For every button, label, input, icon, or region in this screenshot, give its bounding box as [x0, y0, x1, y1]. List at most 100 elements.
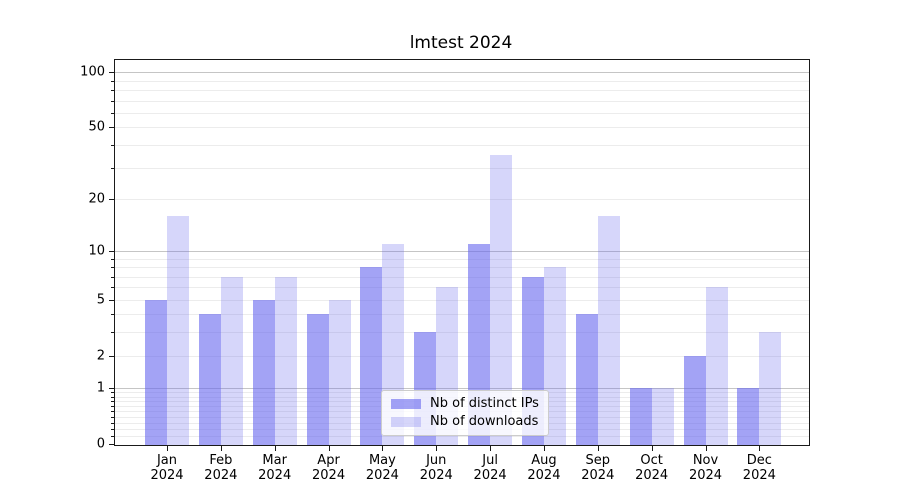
gridline-y-3 [115, 332, 809, 334]
y-tick-label-100: 100 [80, 64, 105, 80]
gridline-y-20 [115, 198, 809, 200]
bar-downloads-feb-2024 [220, 276, 243, 445]
y-minor-tick-70 [111, 100, 114, 102]
legend-label-downloads: Nb of downloads [430, 414, 539, 429]
x-tick-apr-2024 [328, 446, 330, 451]
gridline-y-10 [115, 250, 809, 252]
x-tick-label-nov-2024: Nov 2024 [688, 453, 723, 483]
y-tick-0 [109, 444, 114, 445]
y-tick-50 [109, 127, 114, 129]
y-tick-label-0: 0 [96, 436, 105, 452]
y-minor-tick-0.4 [111, 416, 114, 418]
y-tick-label-1: 1 [96, 380, 105, 396]
y-minor-tick-7 [111, 276, 114, 278]
x-tick-nov-2024 [705, 446, 707, 451]
x-tick-label-oct-2024: Oct 2024 [635, 453, 669, 483]
y-minor-tick-9 [111, 258, 114, 260]
y-minor-tick-0.1 [111, 436, 114, 438]
x-tick-mar-2024 [274, 446, 276, 451]
legend-swatch-downloads [391, 416, 421, 427]
y-tick-2 [109, 355, 114, 357]
bar-distinct-ips-feb-2024 [198, 314, 221, 445]
gridline-y-1 [115, 388, 809, 390]
bar-distinct-ips-jan-2024 [145, 299, 167, 445]
y-minor-tick-80 [111, 90, 114, 92]
y-minor-tick-30 [111, 167, 114, 169]
legend-item-distinct-ips: Nb of distinct IPs [391, 396, 539, 411]
gridline-y-60 [115, 112, 809, 114]
chart-title: lmtest 2024 [409, 33, 513, 53]
x-tick-jun-2024 [436, 446, 438, 451]
bar-downloads-jul-2024 [490, 155, 513, 445]
y-minor-tick-0.2 [111, 429, 114, 431]
gridline-y-100 [115, 72, 809, 74]
y-tick-1 [109, 388, 114, 390]
bar-downloads-dec-2024 [759, 332, 782, 445]
bar-downloads-nov-2024 [705, 287, 728, 445]
x-tick-label-sep-2024: Sep 2024 [581, 453, 615, 483]
y-tick-10 [109, 250, 114, 252]
y-minor-tick-0.7 [111, 401, 114, 403]
bar-downloads-sep-2024 [597, 215, 620, 445]
y-minor-tick-0.3 [111, 422, 114, 424]
y-minor-tick-40 [111, 144, 114, 146]
gridline-y-40 [115, 144, 809, 146]
y-tick-label-2: 2 [96, 348, 105, 364]
x-tick-jul-2024 [490, 446, 492, 451]
x-tick-label-feb-2024: Feb 2024 [204, 453, 238, 483]
y-tick-label-20: 20 [88, 191, 105, 207]
x-tick-label-mar-2024: Mar 2024 [258, 453, 292, 483]
gridline-y-30 [115, 167, 809, 169]
legend-label-distinct-ips: Nb of distinct IPs [430, 396, 539, 411]
y-minor-tick-3 [111, 332, 114, 334]
y-tick-5 [109, 299, 114, 301]
gridline-y-0.1 [115, 436, 809, 438]
bar-downloads-mar-2024 [274, 276, 297, 445]
x-tick-label-apr-2024: Apr 2024 [312, 453, 346, 483]
gridline-y-4 [115, 314, 809, 316]
gridline-y-9 [115, 258, 809, 260]
gridline-y-7 [115, 276, 809, 278]
x-tick-jan-2024 [167, 446, 168, 451]
bar-distinct-ips-oct-2024 [629, 388, 652, 445]
gridline-y-5 [115, 299, 809, 301]
plot-area: Nb of distinct IPs Nb of downloads [114, 59, 810, 446]
y-tick-100 [109, 72, 114, 74]
y-tick-label-5: 5 [96, 292, 105, 308]
y-minor-tick-60 [111, 112, 114, 114]
y-minor-tick-0.5 [111, 411, 114, 413]
y-minor-tick-90 [111, 80, 114, 82]
gridline-y-8 [115, 267, 809, 269]
y-minor-tick-6 [111, 287, 114, 289]
y-tick-20 [109, 198, 114, 200]
x-tick-oct-2024 [651, 446, 653, 451]
x-tick-label-may-2024: May 2024 [365, 453, 399, 483]
y-minor-tick-4 [111, 314, 114, 316]
bar-distinct-ips-may-2024 [360, 267, 383, 445]
gridline-y-2 [115, 355, 809, 357]
legend-item-downloads: Nb of downloads [391, 414, 539, 429]
y-minor-tick-8 [111, 267, 114, 269]
x-tick-label-jan-2024: Jan 2024 [150, 453, 184, 483]
legend-swatch-distinct-ips [391, 398, 421, 409]
bar-downloads-apr-2024 [328, 299, 351, 445]
x-tick-label-aug-2024: Aug 2024 [527, 453, 561, 483]
bar-downloads-oct-2024 [651, 388, 674, 445]
x-tick-label-jul-2024: Jul 2024 [473, 453, 507, 483]
gridline-y-90 [115, 80, 809, 82]
bar-downloads-aug-2024 [543, 267, 566, 445]
y-tick-label-50: 50 [88, 119, 105, 135]
x-tick-label-jun-2024: Jun 2024 [419, 453, 453, 483]
legend: Nb of distinct IPs Nb of downloads [381, 390, 549, 436]
x-tick-feb-2024 [220, 446, 222, 451]
bar-distinct-ips-mar-2024 [252, 299, 275, 445]
bar-downloads-jan-2024 [167, 215, 189, 445]
x-tick-label-dec-2024: Dec 2024 [742, 453, 776, 483]
bar-distinct-ips-sep-2024 [575, 314, 598, 445]
y-tick-label-10: 10 [88, 243, 105, 259]
gridline-y-50 [115, 127, 809, 129]
y-minor-tick-0.8 [111, 396, 114, 398]
gridline-y-80 [115, 90, 809, 92]
bar-distinct-ips-dec-2024 [737, 388, 760, 445]
